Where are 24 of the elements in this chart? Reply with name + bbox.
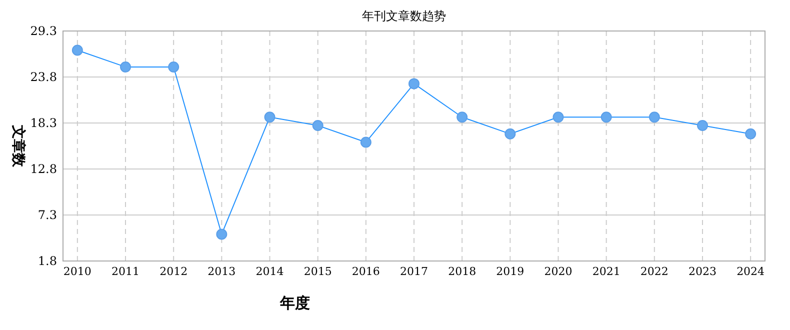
x-axis-title: 年度 [279, 294, 310, 312]
y-tick-label: 1.8 [38, 254, 57, 268]
y-axis-title: 文章数 [10, 124, 27, 168]
x-tick-label: 2012 [160, 265, 188, 278]
x-tick-label: 2013 [208, 265, 236, 278]
x-tick-label: 2017 [400, 265, 428, 278]
y-tick-label: 29.3 [30, 24, 57, 38]
x-tick-label: 2020 [544, 265, 572, 278]
x-tick-label: 2019 [496, 265, 524, 278]
x-tick-label: 2014 [256, 265, 284, 278]
y-tick-label: 18.3 [30, 116, 57, 130]
x-tick-label: 2024 [736, 265, 765, 278]
x-tick-label: 2016 [352, 265, 380, 278]
y-tick-label: 23.8 [30, 70, 57, 84]
x-tick-label: 2022 [640, 265, 668, 278]
x-tick-label: 2023 [688, 265, 716, 278]
x-tick-label: 2018 [448, 265, 476, 278]
x-tick-label: 2021 [592, 265, 620, 278]
x-tick-label: 2015 [304, 265, 332, 278]
chart-title: 年刊文章数趋势 [362, 9, 446, 23]
x-tick-label: 2010 [63, 265, 92, 278]
y-tick-label: 7.3 [38, 208, 57, 222]
y-tick-label: 12.8 [30, 162, 57, 176]
x-tick-label: 2011 [112, 265, 140, 278]
